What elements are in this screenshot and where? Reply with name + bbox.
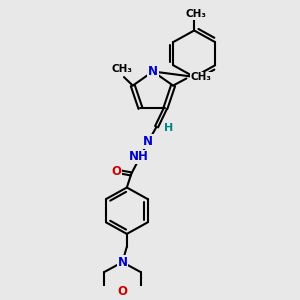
Text: CH₃: CH₃ [191, 72, 212, 82]
Text: N: N [117, 256, 128, 269]
Text: N: N [148, 65, 158, 78]
Text: H: H [164, 123, 174, 133]
Text: CH₃: CH₃ [112, 64, 133, 74]
Text: O: O [117, 285, 128, 298]
Text: N: N [143, 135, 153, 148]
Text: O: O [111, 165, 121, 178]
Text: CH₃: CH₃ [185, 9, 206, 19]
Text: NH: NH [129, 151, 148, 164]
